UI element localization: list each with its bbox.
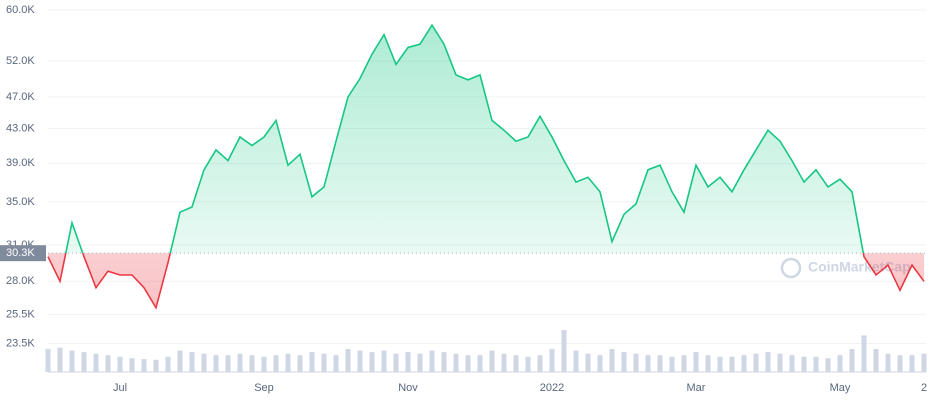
volume-bar [657,355,663,372]
volume-bar [45,349,51,372]
volume-bar [393,353,399,372]
y-tick-label: 43.0K [6,122,35,134]
volume-bar [333,355,339,372]
volume-bar [525,356,531,372]
volume-bar [273,355,279,372]
volume-bar [693,352,699,372]
volume-bar [753,353,759,372]
y-tick-label: 39.0K [6,157,35,169]
volume-bar [297,355,303,372]
volume-bar [405,352,411,372]
volume-bar [801,356,807,372]
volume-bar [825,358,831,372]
volume-bar [177,350,183,372]
y-tick-label: 28.0K [6,275,35,287]
x-tick-label: Jul [113,382,127,394]
volume-bar [885,353,891,372]
y-tick-label: 52.0K [6,55,35,67]
volume-bar [741,355,747,372]
volume-bar [477,355,483,372]
volume-bar [513,355,519,372]
volume-bar [669,356,675,372]
y-tick-label: 35.0K [6,196,35,208]
volume-bar [285,353,291,372]
volume-bar [465,355,471,372]
volume-bar [705,355,711,372]
volume-bar [105,355,111,372]
volume-bar [765,352,771,372]
volume-bar [441,352,447,372]
volume-bar [321,353,327,372]
x-tick-label: 2022 [540,382,564,394]
volume-bar [381,350,387,372]
volume-bar [225,355,231,372]
volume-bar [141,359,147,372]
reference-label-bg [0,245,46,262]
volume-bar [237,353,243,372]
volume-bar [261,356,267,372]
volume-bar [501,353,507,372]
y-tick-label: 25.5K [6,308,35,320]
volume-bar [585,353,591,372]
volume-bar [909,355,915,372]
volume-bar [717,356,723,372]
volume-bar [213,355,219,372]
volume-bar [489,350,495,372]
volume-bar [309,352,315,372]
price-line-above [64,23,865,254]
volume-bar [813,356,819,372]
volume-bar [57,347,63,372]
volume-bar [597,355,603,372]
x-tick-label: Nov [398,382,418,394]
volume-bar [837,355,843,372]
y-tick-label: 60.0K [6,4,35,16]
volume-bar [621,352,627,372]
volume-bar [129,358,135,372]
volume-bar [537,355,543,372]
volume-bar [453,353,459,372]
volume-bar [609,349,615,372]
volume-bar [897,355,903,372]
volume-bar [81,352,87,372]
volume-bar [369,352,375,372]
volume-bar [561,330,567,372]
volume-bar [69,350,75,372]
volume-bar [861,335,867,372]
volume-bar [849,349,855,372]
y-tick-label: 47.0K [6,91,35,103]
volume-bar [681,355,687,372]
volume-bar [729,356,735,372]
volume-bar [777,353,783,372]
watermark-logo [780,257,802,279]
y-tick-label: 23.5K [6,338,35,350]
volume-bar [189,352,195,372]
volume-bar [573,350,579,372]
volume-bar [165,356,171,372]
volume-bar [633,353,639,372]
volume-bar [921,353,927,372]
volume-bar [345,349,351,372]
volume-bar [153,359,159,372]
x-tick-label: Mar [687,382,706,394]
volume-bar [249,355,255,372]
x-tick-label: 2 [921,382,927,394]
volume-bar [117,356,123,372]
volume-bar [873,349,879,372]
reference-label: 30.3K [6,247,35,259]
volume-bar [201,353,207,372]
volume-bar [417,353,423,372]
volume-bar [429,350,435,372]
volume-bar [357,350,363,372]
volume-bar [549,349,555,372]
area-below [48,253,924,308]
volume-bar [645,355,651,372]
x-tick-label: May [830,382,851,394]
volume-bar [93,353,99,372]
area-above [48,25,924,254]
volume-bar [789,355,795,372]
x-tick-label: Sep [254,382,274,394]
